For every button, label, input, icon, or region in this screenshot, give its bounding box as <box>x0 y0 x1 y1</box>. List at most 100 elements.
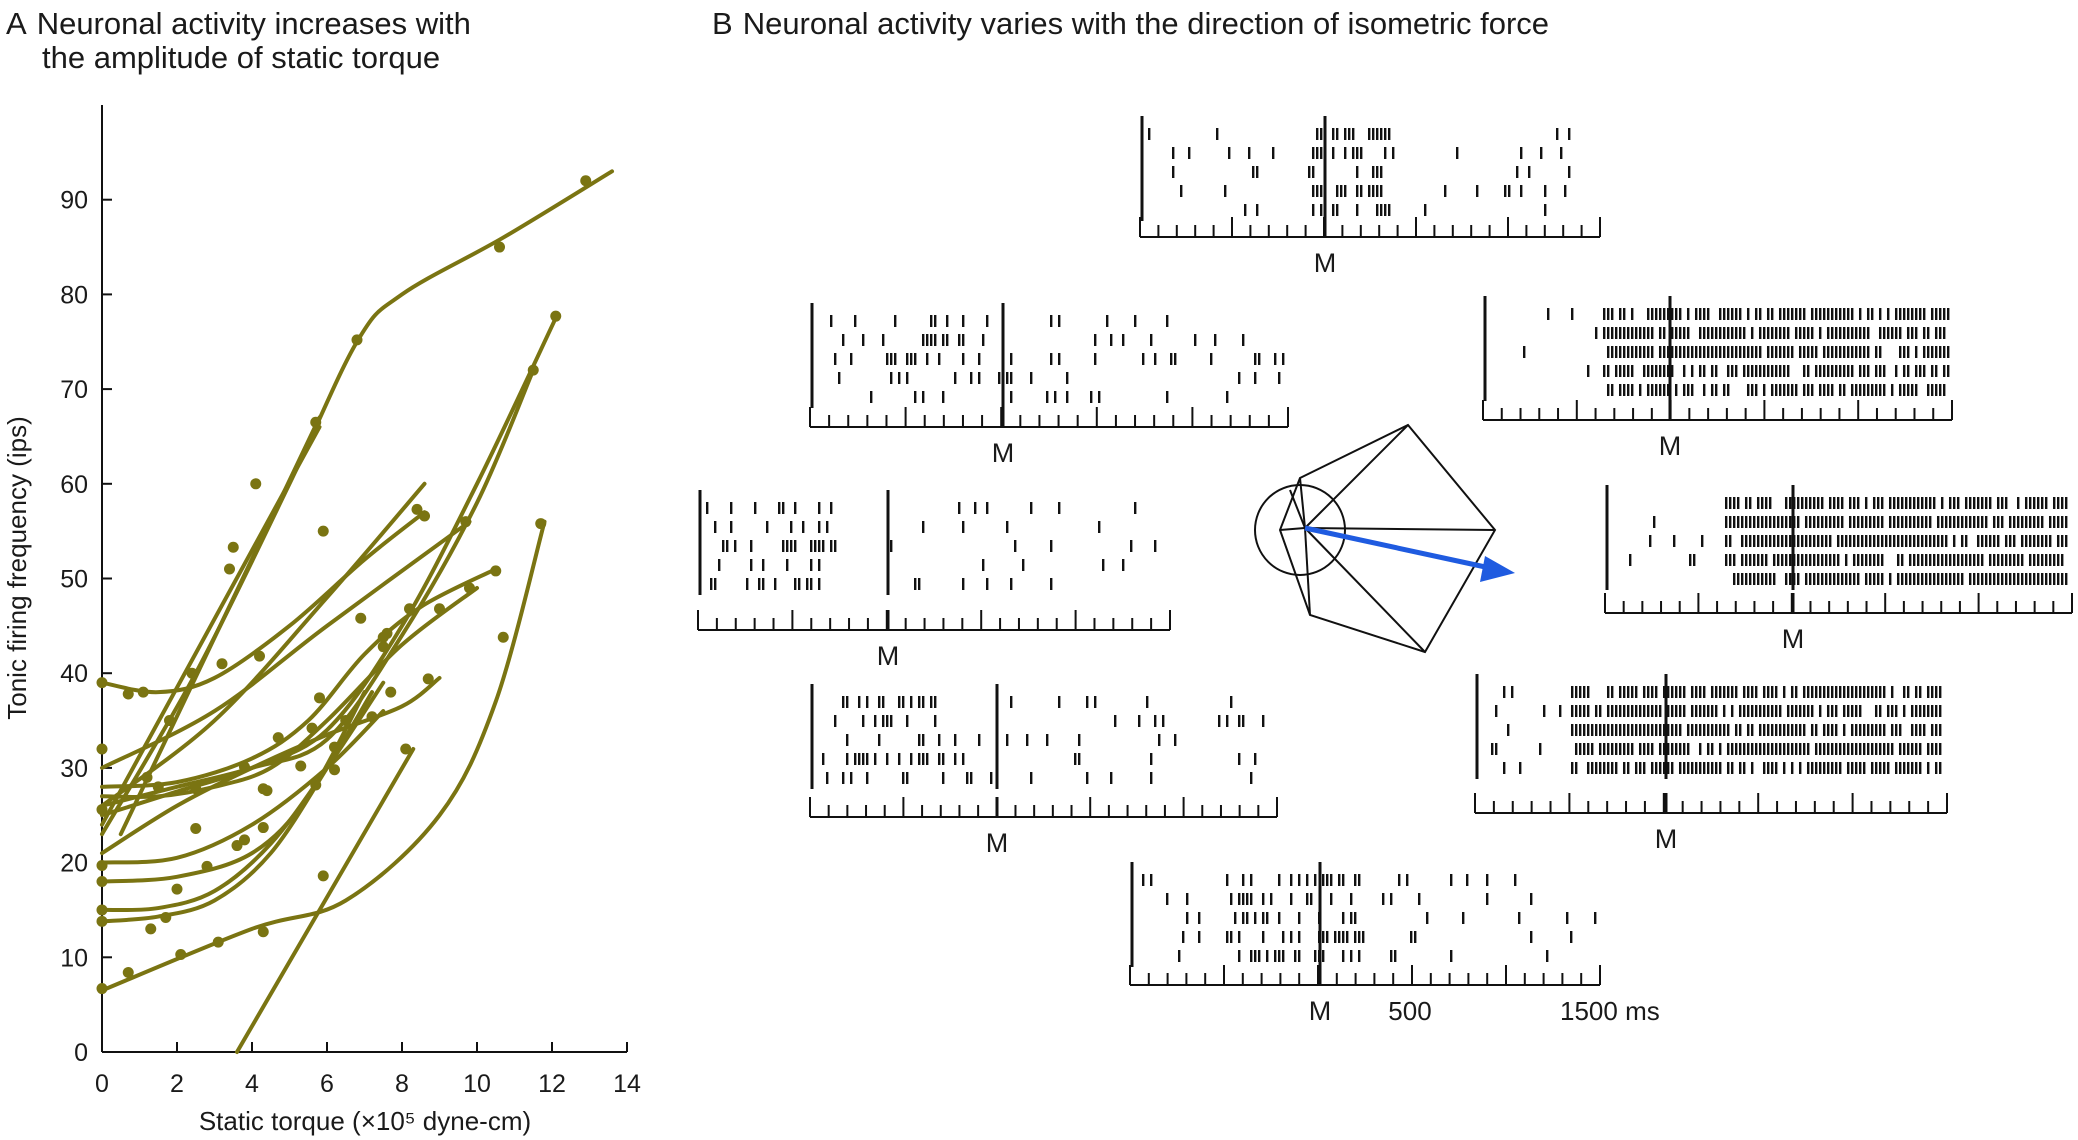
spike <box>786 559 789 571</box>
data-point <box>257 822 269 834</box>
spike <box>1909 554 1912 566</box>
spike <box>1839 327 1842 339</box>
spike <box>1869 535 1872 547</box>
spike <box>1739 308 1742 320</box>
spike <box>1444 185 1447 197</box>
spike <box>1785 535 1788 547</box>
spike <box>2009 516 2012 528</box>
spike <box>1935 346 1938 358</box>
spike <box>1985 497 1988 509</box>
spike <box>1320 147 1323 159</box>
spike <box>1799 346 1802 358</box>
spike <box>1747 365 1750 377</box>
spike <box>1897 573 1900 585</box>
spike <box>1763 705 1766 717</box>
spike <box>1739 705 1742 717</box>
spike <box>1098 521 1101 533</box>
spike <box>730 502 733 514</box>
spike <box>1114 715 1117 727</box>
spike <box>2037 497 2040 509</box>
data-point <box>96 983 108 995</box>
spike <box>1935 384 1938 396</box>
raster-top: M <box>1139 116 1601 278</box>
spike <box>1929 535 1932 547</box>
spike <box>1771 724 1774 736</box>
spike <box>1342 912 1345 924</box>
spike <box>930 696 933 708</box>
spike <box>758 578 761 590</box>
spike <box>1969 554 1972 566</box>
spike <box>1823 384 1826 396</box>
spike <box>1679 686 1682 698</box>
spike <box>1272 147 1275 159</box>
spike <box>1733 516 1736 528</box>
spike <box>1763 762 1766 774</box>
spike <box>2061 497 2064 509</box>
spike <box>794 502 797 514</box>
spike <box>1727 327 1730 339</box>
spike <box>1891 686 1894 698</box>
shoulder-circle <box>1254 484 1346 576</box>
spike <box>966 772 969 784</box>
spike <box>794 540 797 552</box>
spike <box>1166 391 1169 403</box>
spike <box>918 753 921 765</box>
spike <box>1925 554 1928 566</box>
spike <box>1599 762 1602 774</box>
spike <box>1935 743 1938 755</box>
spike <box>1150 753 1153 765</box>
spike <box>1290 893 1293 905</box>
spike <box>1242 334 1245 346</box>
spike <box>1845 554 1848 566</box>
spike <box>1643 365 1646 377</box>
spike <box>2053 573 2056 585</box>
spike <box>1703 705 1706 717</box>
spike <box>902 772 905 784</box>
spike <box>1833 554 1836 566</box>
spike <box>1226 931 1229 943</box>
arm-line <box>1304 527 1426 653</box>
spike <box>1807 346 1810 358</box>
spike <box>1941 497 1944 509</box>
panel-b-letter: B <box>712 6 733 41</box>
spike <box>1809 573 1812 585</box>
spike <box>1981 573 1984 585</box>
spike <box>1791 686 1794 698</box>
spike <box>1611 327 1614 339</box>
spike <box>1306 893 1309 905</box>
data-point <box>257 783 269 795</box>
series-line-9 <box>100 510 427 695</box>
spike <box>1010 391 1013 403</box>
spike <box>726 540 729 552</box>
spike <box>1559 705 1562 717</box>
spike <box>1547 308 1550 320</box>
spike <box>1338 874 1341 886</box>
data-point <box>96 904 108 916</box>
spike <box>1787 743 1790 755</box>
spike <box>1320 185 1323 197</box>
spike <box>1931 724 1934 736</box>
spike <box>842 772 845 784</box>
raster-m-label: M <box>992 438 1015 468</box>
spike <box>1310 893 1313 905</box>
spike <box>1917 535 1920 547</box>
spike <box>1627 724 1630 736</box>
y-tick-label: 20 <box>60 850 88 878</box>
spike <box>1945 573 1948 585</box>
spike <box>1927 762 1930 774</box>
spike <box>1254 353 1257 365</box>
spike <box>1961 573 1964 585</box>
spike <box>842 334 845 346</box>
spike <box>1915 346 1918 358</box>
spike <box>1745 554 1748 566</box>
spike <box>1695 308 1698 320</box>
spike <box>1821 573 1824 585</box>
spike <box>1881 497 1884 509</box>
spike <box>1895 705 1898 717</box>
spike <box>1805 535 1808 547</box>
spike <box>1615 743 1618 755</box>
spike <box>962 521 965 533</box>
spike <box>1791 308 1794 320</box>
spike <box>1913 554 1916 566</box>
spike <box>1342 874 1345 886</box>
